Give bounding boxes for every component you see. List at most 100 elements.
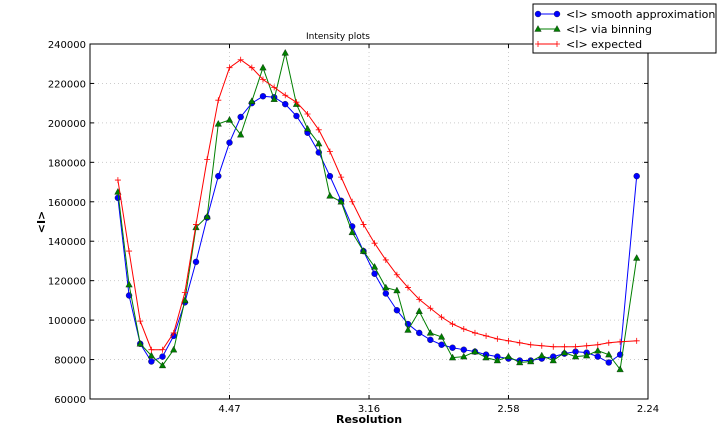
legend-label: <I> via binning — [566, 23, 652, 36]
y-tick-label: 140000 — [48, 237, 86, 248]
data-point — [359, 247, 368, 254]
data-point — [159, 346, 166, 353]
data-point — [538, 342, 545, 349]
data-point — [193, 221, 200, 228]
data-point — [505, 337, 512, 344]
data-point — [371, 263, 379, 270]
data-point — [159, 353, 166, 360]
y-tick-label: 100000 — [48, 316, 86, 327]
data-point — [338, 174, 345, 181]
data-point — [259, 93, 267, 100]
x-tick-label: 2.58 — [497, 404, 519, 415]
data-point — [448, 353, 457, 361]
data-point — [393, 271, 400, 278]
data-point — [348, 228, 356, 235]
data-point — [427, 305, 434, 312]
data-point — [293, 112, 300, 120]
data-point — [181, 289, 188, 296]
data-point — [393, 307, 401, 314]
data-point — [583, 351, 591, 359]
x-tick-label: 2.24 — [637, 404, 659, 415]
data-point — [293, 99, 300, 106]
data-point — [460, 352, 468, 360]
data-point — [554, 41, 560, 47]
data-point — [605, 350, 613, 358]
data-point — [326, 172, 334, 180]
data-point — [215, 97, 222, 104]
data-point — [438, 314, 445, 321]
data-point — [204, 156, 211, 163]
data-point — [438, 333, 446, 340]
data-point — [226, 64, 233, 71]
data-point — [527, 341, 534, 348]
data-point — [393, 286, 401, 294]
data-point — [214, 120, 222, 127]
data-point — [504, 352, 513, 360]
data-point — [282, 101, 289, 108]
data-point — [126, 248, 133, 255]
data-point — [583, 342, 590, 349]
x-tick-label: 4.47 — [218, 404, 240, 415]
y-tick-label: 60000 — [54, 395, 86, 406]
data-point — [248, 97, 256, 104]
data-point — [271, 84, 278, 91]
data-point — [203, 212, 211, 220]
data-point — [326, 148, 333, 155]
data-point — [226, 139, 233, 146]
data-point — [483, 332, 490, 339]
y-tick-label: 160000 — [48, 198, 86, 209]
data-point — [460, 346, 467, 353]
ticks: 60000 80000 100000 120000 140000 160000 180000… — [48, 40, 659, 415]
data-point — [605, 359, 612, 366]
data-point — [416, 296, 423, 303]
data-point — [382, 290, 389, 297]
legend: <I> smooth approximation <I> via binning <… — [532, 3, 717, 54]
data-point — [460, 325, 467, 332]
series-layer — [114, 49, 641, 373]
data-point — [549, 356, 557, 364]
data-point — [259, 63, 267, 71]
data-point — [349, 198, 356, 205]
data-point — [594, 346, 602, 354]
data-point — [550, 343, 557, 350]
data-point — [225, 116, 234, 123]
y-tick-label: 240000 — [48, 40, 86, 51]
x-axis-label: Resolution — [336, 413, 402, 426]
data-point — [337, 197, 345, 205]
data-point — [148, 346, 155, 353]
series-line — [117, 52, 638, 371]
data-point — [281, 49, 289, 56]
data-point — [147, 351, 155, 359]
data-point — [360, 221, 367, 228]
y-tick-label: 120000 — [48, 277, 86, 288]
x-tick-label: 3.16 — [358, 404, 380, 415]
data-point — [633, 172, 640, 180]
y-tick-label: 180000 — [48, 158, 86, 169]
data-point — [594, 353, 601, 360]
data-point — [561, 343, 568, 350]
legend-entry: <I> smooth approximation — [534, 8, 715, 21]
data-point — [617, 338, 624, 345]
legend-label: <I> smooth approximation — [566, 8, 715, 21]
legend-entry: <I> via binning — [534, 23, 652, 36]
data-point — [516, 339, 523, 346]
data-point — [482, 353, 490, 361]
data-point — [215, 172, 222, 180]
data-point — [471, 329, 478, 336]
y-axis-label: <I> — [35, 211, 48, 234]
data-point — [534, 10, 542, 18]
data-point — [304, 124, 312, 132]
y-tick-label: 80000 — [54, 356, 86, 367]
data-point — [560, 348, 568, 356]
data-point — [494, 335, 501, 342]
data-point — [304, 111, 311, 118]
data-point — [553, 10, 561, 18]
data-point — [114, 177, 121, 184]
y-tick-label: 220000 — [48, 79, 86, 90]
data-point — [148, 358, 155, 365]
legend-label: <I> expected — [566, 38, 642, 51]
chart-title: Intensity plots — [306, 32, 370, 42]
data-point — [382, 256, 389, 263]
data-point — [282, 92, 289, 99]
data-point — [438, 341, 445, 348]
